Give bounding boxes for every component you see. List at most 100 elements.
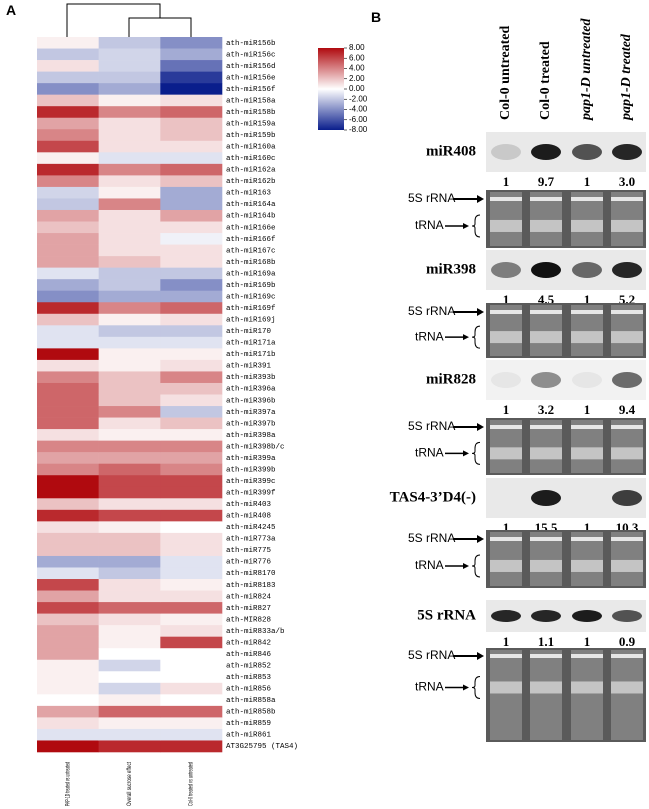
arrow-head: [477, 535, 484, 543]
gel-band: [530, 447, 562, 460]
heat-cell: [37, 498, 99, 511]
heat-cell: [160, 290, 223, 303]
heat-cell: [160, 279, 223, 292]
heat-cell: [37, 94, 99, 107]
heat-cell: [98, 740, 161, 753]
quantification: 1: [584, 634, 591, 649]
heat-cell: [37, 555, 99, 568]
colorbar-label: 8.00: [349, 43, 365, 52]
gel-band: [571, 654, 603, 658]
gel-band: [611, 331, 643, 344]
colorbar-label: 4.00: [349, 64, 365, 73]
colorbar-label: -2.00: [349, 94, 368, 103]
heat-cell: [37, 705, 99, 718]
row-label: ath-miR852: [226, 662, 271, 670]
column-label: Col-0 treated vs untreated: [189, 762, 195, 806]
lane-label: Col-0 untreated: [498, 26, 513, 120]
row-label: ath-miR169b: [226, 282, 276, 290]
heat-cell: [37, 48, 99, 61]
heat-cell: [160, 175, 223, 188]
heat-cell: [98, 705, 161, 718]
gel-band: [490, 310, 522, 314]
heat-cell: [37, 717, 99, 730]
heat-cell: [98, 417, 161, 430]
colorbar-label: 6.00: [349, 53, 365, 62]
heat-cell: [37, 152, 99, 165]
heat-cell: [37, 740, 99, 753]
brace: [471, 325, 481, 349]
heat-cell: [98, 163, 161, 176]
blot-band: [531, 262, 561, 278]
marker-label: tRNA: [415, 680, 444, 694]
row-label: ath-miR167c: [226, 247, 276, 255]
row-label: ath-miR156b: [226, 40, 276, 48]
quantification: 1: [584, 402, 591, 417]
heat-cell: [98, 567, 161, 580]
heat-cell: [37, 37, 99, 49]
blot-band: [612, 144, 642, 160]
heat-cell: [37, 313, 99, 326]
blot-band: [572, 144, 602, 160]
heat-cell: [98, 336, 161, 349]
colorbar-label: 2.00: [349, 74, 365, 83]
gel-band: [571, 425, 603, 429]
gel-band: [611, 197, 643, 201]
heat-cell: [160, 152, 223, 165]
probe-label: 5S rRNA: [417, 607, 476, 623]
panel-label: B: [371, 9, 381, 25]
gel-band: [611, 537, 643, 541]
heat-cell: [160, 728, 223, 741]
heat-cell: [98, 244, 161, 257]
heat-cell: [98, 279, 161, 292]
heat-cell: [37, 532, 99, 545]
heat-cell: [37, 382, 99, 395]
heat-cell: [98, 106, 161, 119]
row-label: ath-miR861: [226, 732, 272, 740]
blot-band: [491, 262, 521, 278]
blot-band: [531, 610, 561, 622]
heat-cell: [37, 602, 99, 614]
heat-cell: [160, 590, 223, 603]
heat-cell: [37, 590, 99, 603]
heat-cell: [160, 163, 223, 176]
blot-band: [612, 610, 642, 622]
heat-cell: [37, 279, 99, 292]
heat-cell: [98, 636, 161, 649]
heat-cell: [160, 209, 223, 222]
row-label: ath-miR842: [226, 639, 271, 647]
heat-cell: [160, 348, 223, 361]
row-label: ath-miR827: [226, 605, 271, 613]
heat-cell: [160, 313, 223, 326]
heat-cell: [37, 290, 99, 303]
row-label: ath-miR160a: [226, 144, 276, 152]
quantification: 1.1: [538, 634, 554, 649]
heat-cell: [98, 463, 161, 476]
quantification: 1: [503, 292, 510, 307]
gel-band: [530, 425, 562, 429]
heat-cell: [160, 325, 223, 338]
heat-cell: [37, 728, 99, 741]
heat-cell: [98, 325, 161, 338]
probe-label: miR398: [426, 261, 476, 277]
gel-band: [571, 681, 603, 694]
colorbar-label: -8.00: [349, 125, 368, 134]
row-label: ath-miR169j: [226, 317, 276, 325]
gel-band: [530, 219, 562, 232]
heat-cell: [37, 198, 99, 211]
heat-cell: [98, 452, 161, 464]
heat-cell: [98, 406, 161, 418]
heat-cell: [98, 394, 161, 407]
quantification: 0.9: [619, 634, 636, 649]
heat-cell: [160, 740, 223, 753]
heat-cell: [160, 567, 223, 580]
gel-band: [490, 197, 522, 201]
probe-label: miR828: [426, 371, 476, 387]
gel-band: [530, 310, 562, 314]
heat-cell: [37, 659, 99, 672]
row-label: ath-miR396a: [226, 386, 276, 394]
quantification: 9.4: [619, 402, 636, 417]
heat-cell: [98, 348, 161, 361]
row-label: ath-miR408: [226, 513, 271, 521]
blot-band: [491, 144, 521, 160]
heat-cell: [98, 290, 161, 303]
